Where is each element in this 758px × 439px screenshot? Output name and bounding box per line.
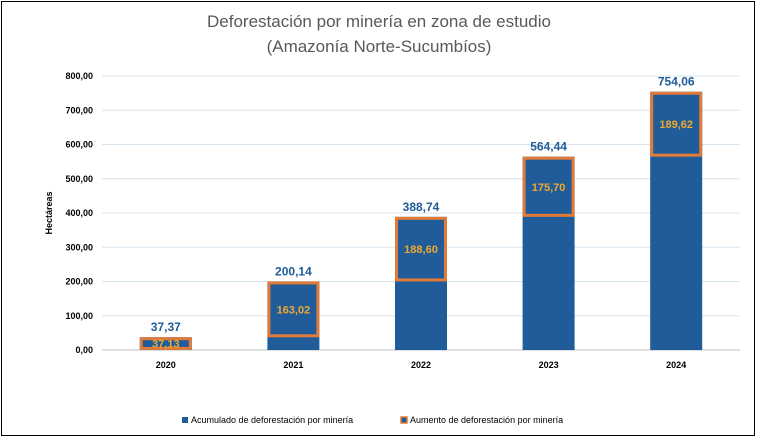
data-label-increase: 37,13 <box>152 339 180 351</box>
y-tick-label: 700,00 <box>65 105 93 115</box>
y-tick-label: 400,00 <box>65 208 93 218</box>
y-tick-label: 0,00 <box>75 345 93 355</box>
y-tick-label: 300,00 <box>65 242 93 252</box>
bar-increase <box>522 156 575 217</box>
y-tick-label: 800,00 <box>65 71 93 81</box>
bar-increase <box>139 337 192 350</box>
data-label-increase: 175,70 <box>532 182 566 194</box>
bar-increase <box>267 281 320 338</box>
x-tick-label: 2024 <box>666 360 686 370</box>
y-tick-label: 100,00 <box>65 311 93 321</box>
y-tick-label: 600,00 <box>65 140 93 150</box>
y-axis-label: Hectáreas <box>44 191 54 234</box>
x-tick-label: 2022 <box>411 360 431 370</box>
bar-increase <box>650 91 703 157</box>
data-label-total: 564,44 <box>530 140 567 154</box>
chart-subtitle: (Amazonía Norte-Sucumbíos) <box>266 37 492 56</box>
bar-increase <box>395 216 447 282</box>
data-label-total: 37,37 <box>151 320 181 334</box>
data-label-total: 388,74 <box>403 200 440 214</box>
chart-title: Deforestación por minería en zona de est… <box>207 12 551 31</box>
x-tick-label: 2020 <box>156 360 176 370</box>
y-tick-label: 200,00 <box>65 277 93 287</box>
data-label-total: 754,06 <box>658 75 695 89</box>
x-tick-label: 2021 <box>283 360 303 370</box>
y-tick-label: 500,00 <box>65 174 93 184</box>
data-label-total: 200,14 <box>275 264 312 278</box>
data-label-increase: 189,62 <box>659 119 693 131</box>
legend-swatch-accumulated <box>182 417 188 423</box>
legend-label-increase: Aumento de deforestación por minería <box>410 415 563 425</box>
legend-label-accumulated: Acumulado de deforestación por minería <box>191 415 353 425</box>
x-tick-label: 2023 <box>539 360 559 370</box>
legend-swatch-increase <box>400 416 408 424</box>
data-label-increase: 188,60 <box>404 244 438 256</box>
data-label-increase: 163,02 <box>277 304 311 316</box>
